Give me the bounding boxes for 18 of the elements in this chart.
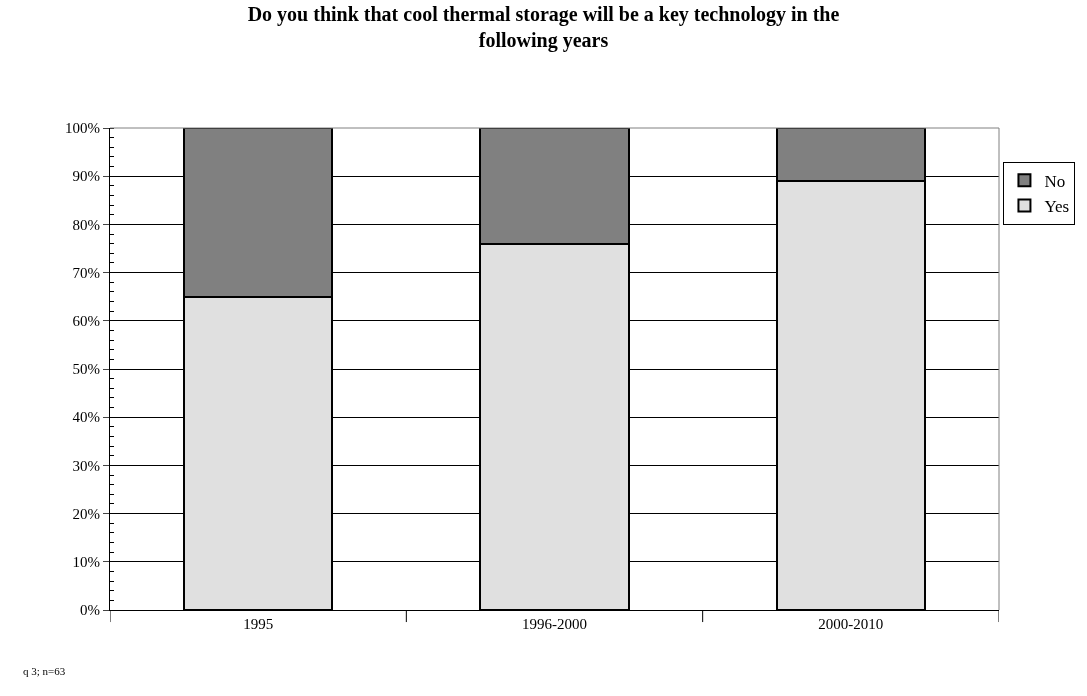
x-tick-label: 1995 xyxy=(243,616,274,632)
y-tick-label: 80% xyxy=(72,216,100,233)
x-tick-label: 2000-2010 xyxy=(818,616,884,632)
y-tick-label: 40% xyxy=(72,409,100,426)
legend-label: Yes xyxy=(1044,197,1070,217)
y-tick-label: 10% xyxy=(72,554,100,571)
legend-label: No xyxy=(1044,171,1066,191)
y-tick-label: 50% xyxy=(72,361,100,378)
x-tick-label: 1996-2000 xyxy=(522,616,587,632)
y-tick-label: 30% xyxy=(72,457,100,474)
chart-title: Do you think that cool thermal storage will be a key technology in the following years xyxy=(247,2,840,52)
y-tick-label: 70% xyxy=(72,264,100,281)
text: q 3; n=63 xyxy=(23,665,66,677)
y-tick-label: 20% xyxy=(72,505,100,522)
y-tick-label: 100% xyxy=(65,120,100,137)
y-tick-label: 60% xyxy=(72,313,100,330)
y-tick-label: 0% xyxy=(80,602,100,619)
y-tick-label: 90% xyxy=(72,168,100,185)
